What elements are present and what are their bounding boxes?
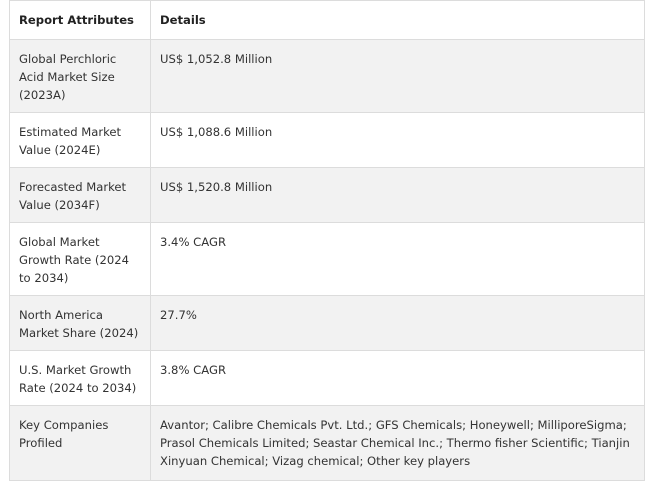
table-row: U.S. Market Growth Rate (2024 to 2034) 3… — [9, 350, 645, 406]
report-attributes-table: Report Attributes Details Global Perchlo… — [9, 0, 645, 481]
attribute-cell: Global Market Growth Rate (2024 to 2034) — [9, 222, 151, 296]
detail-cell: US$ 1,088.6 Million — [150, 112, 645, 168]
header-details: Details — [150, 0, 645, 40]
detail-cell: 27.7% — [150, 295, 645, 351]
table-row: Forecasted Market Value (2034F) US$ 1,52… — [9, 167, 645, 223]
detail-cell: US$ 1,052.8 Million — [150, 39, 645, 113]
detail-cell: 3.4% CAGR — [150, 222, 645, 296]
header-report-attributes: Report Attributes — [9, 0, 151, 40]
table-row: Key Companies Profiled Avantor; Calibre … — [9, 405, 645, 481]
table-row: Global Market Growth Rate (2024 to 2034)… — [9, 222, 645, 296]
detail-cell: Avantor; Calibre Chemicals Pvt. Ltd.; GF… — [150, 405, 645, 481]
attribute-cell: Forecasted Market Value (2034F) — [9, 167, 151, 223]
table-row: North America Market Share (2024) 27.7% — [9, 295, 645, 351]
attribute-cell: North America Market Share (2024) — [9, 295, 151, 351]
detail-cell: US$ 1,520.8 Million — [150, 167, 645, 223]
attribute-cell: Global Perchloric Acid Market Size (2023… — [9, 39, 151, 113]
detail-cell: 3.8% CAGR — [150, 350, 645, 406]
attribute-cell: Key Companies Profiled — [9, 405, 151, 481]
table-header-row: Report Attributes Details — [9, 0, 645, 40]
table-row: Global Perchloric Acid Market Size (2023… — [9, 39, 645, 113]
table-row: Estimated Market Value (2024E) US$ 1,088… — [9, 112, 645, 168]
attribute-cell: Estimated Market Value (2024E) — [9, 112, 151, 168]
attribute-cell: U.S. Market Growth Rate (2024 to 2034) — [9, 350, 151, 406]
